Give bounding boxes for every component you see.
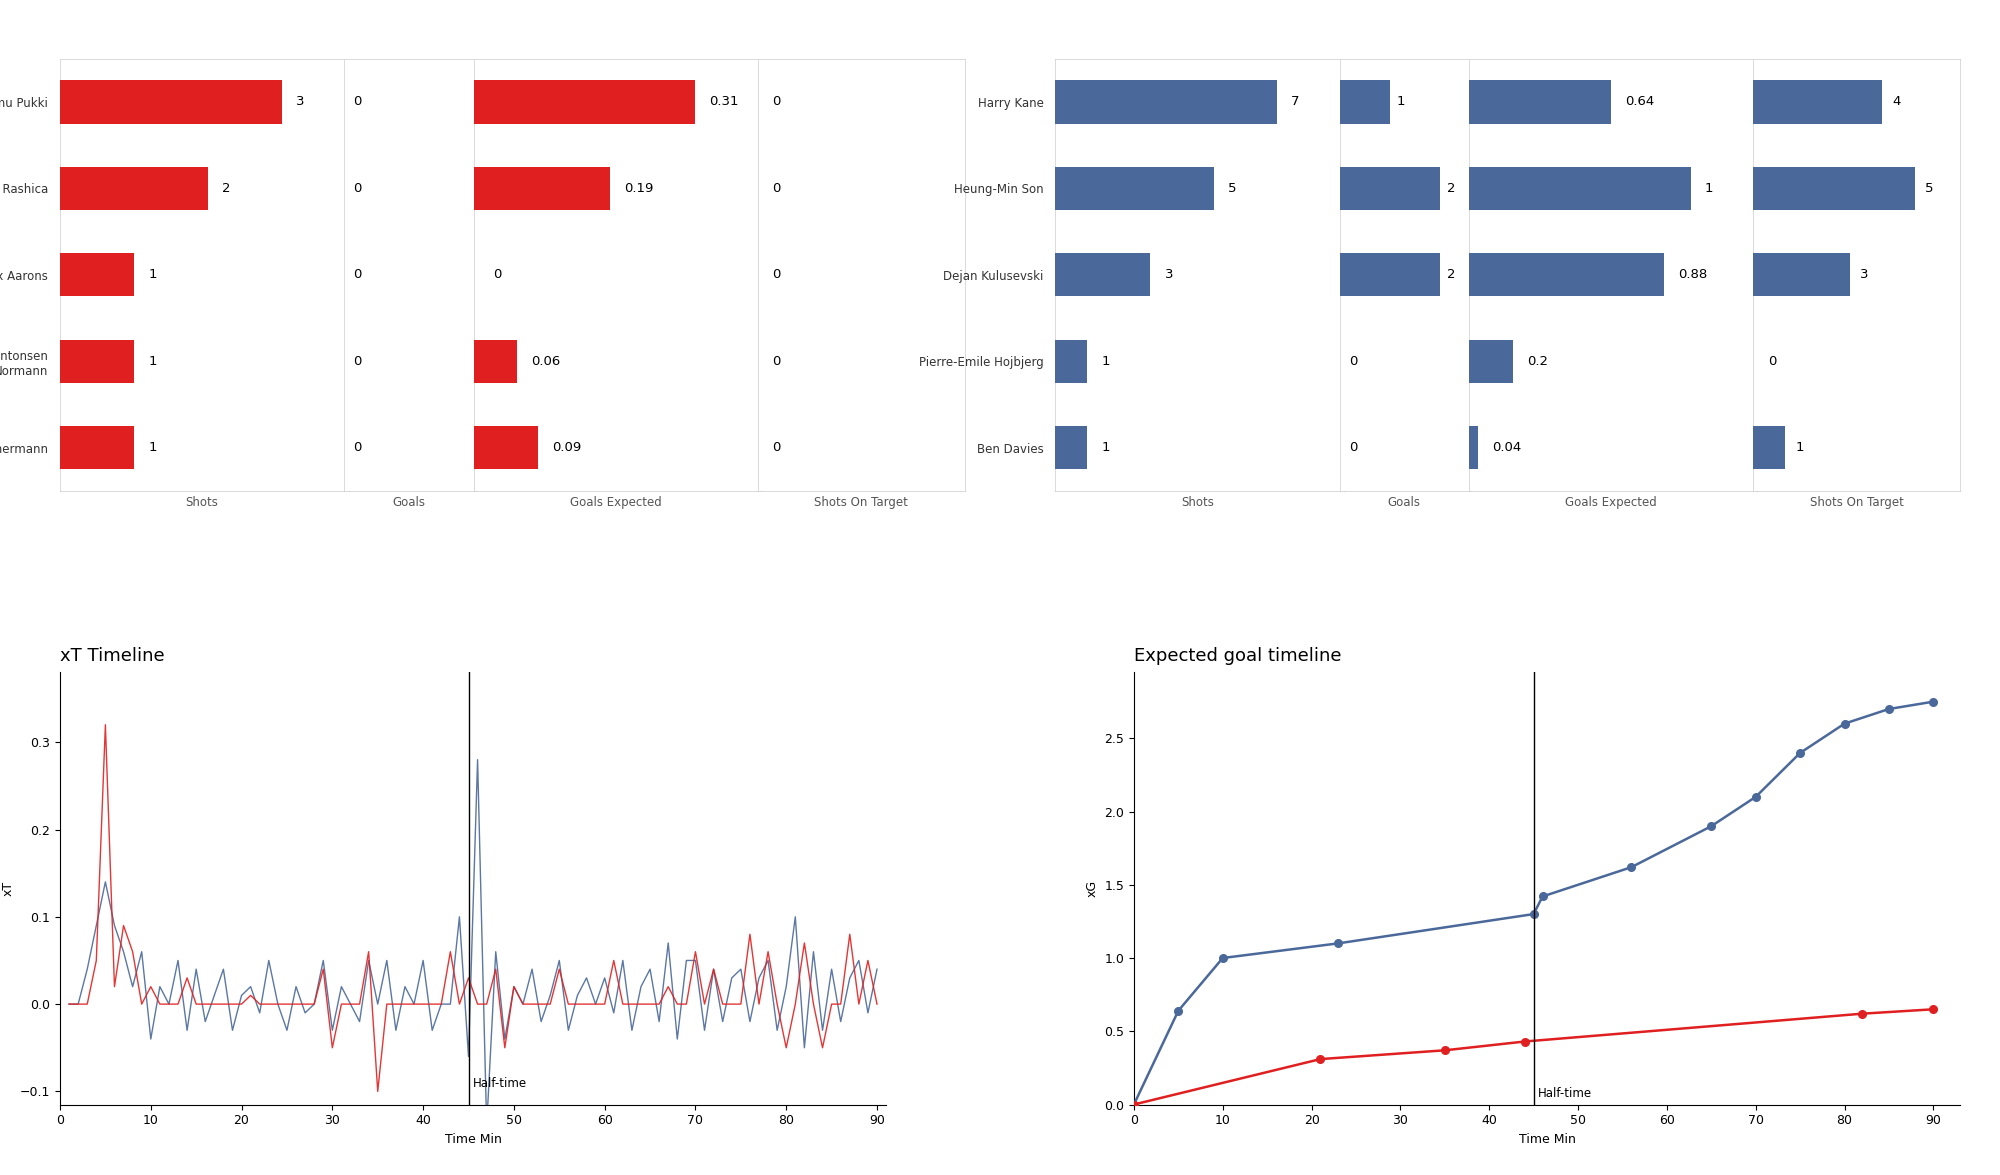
X-axis label: Goals Expected: Goals Expected	[570, 496, 662, 510]
Text: 0.2: 0.2	[1528, 355, 1548, 368]
Text: 1: 1	[1704, 182, 1714, 195]
Text: 1: 1	[1796, 441, 1804, 455]
Text: 2: 2	[1446, 268, 1456, 281]
Bar	[1056, 340, 1086, 383]
Bar	[1754, 427, 1786, 469]
Text: 1: 1	[1396, 95, 1404, 108]
X-axis label: Time Min: Time Min	[1518, 1133, 1576, 1146]
Text: 1: 1	[148, 268, 156, 281]
Bar	[1468, 427, 1478, 469]
Text: 0: 0	[354, 441, 362, 455]
Text: 0.06: 0.06	[530, 355, 560, 368]
Bar	[474, 167, 610, 210]
Bar	[1468, 253, 1664, 296]
Text: 0: 0	[494, 268, 502, 281]
Bar	[60, 340, 134, 383]
Text: Expected goal timeline: Expected goal timeline	[1134, 647, 1342, 665]
Text: 0: 0	[354, 355, 362, 368]
Bar	[1340, 253, 1440, 296]
Bar	[1754, 167, 1914, 210]
X-axis label: Shots On Target: Shots On Target	[1810, 496, 1904, 510]
Text: 1: 1	[1102, 441, 1110, 455]
Bar	[1468, 80, 1610, 123]
Text: 0: 0	[772, 268, 780, 281]
Text: xT Timeline: xT Timeline	[60, 647, 164, 665]
Text: 1: 1	[148, 355, 156, 368]
Text: 0: 0	[1768, 355, 1776, 368]
Text: 0.88: 0.88	[1678, 268, 1708, 281]
Bar	[60, 80, 282, 123]
Bar	[60, 427, 134, 469]
Text: 0: 0	[772, 182, 780, 195]
Text: 2: 2	[222, 182, 230, 195]
Text: 0.19: 0.19	[624, 182, 654, 195]
Text: 0: 0	[1348, 441, 1358, 455]
Bar	[1754, 80, 1882, 123]
Text: 4: 4	[1892, 95, 1900, 108]
Text: 3: 3	[1164, 268, 1174, 281]
Y-axis label: xT: xT	[2, 881, 14, 897]
X-axis label: Goals: Goals	[1388, 496, 1420, 510]
X-axis label: Shots: Shots	[1180, 496, 1214, 510]
Text: 0: 0	[1348, 355, 1358, 368]
Y-axis label: xG: xG	[1086, 880, 1098, 897]
Text: 0: 0	[354, 95, 362, 108]
Bar	[1056, 427, 1086, 469]
Bar	[1340, 80, 1390, 123]
X-axis label: Shots: Shots	[186, 496, 218, 510]
Bar	[1754, 253, 1850, 296]
Text: 0: 0	[354, 182, 362, 195]
X-axis label: Goals: Goals	[392, 496, 426, 510]
Text: 0.31: 0.31	[710, 95, 740, 108]
X-axis label: Shots On Target: Shots On Target	[814, 496, 908, 510]
Text: 5: 5	[1228, 182, 1236, 195]
Text: 7: 7	[1292, 95, 1300, 108]
Bar	[474, 80, 696, 123]
Bar	[1468, 167, 1690, 210]
Bar	[474, 427, 538, 469]
Text: 0: 0	[772, 441, 780, 455]
Bar	[1056, 80, 1278, 123]
Bar	[1468, 340, 1514, 383]
Text: 0: 0	[772, 355, 780, 368]
Bar	[60, 167, 208, 210]
Text: Half-time: Half-time	[1538, 1087, 1592, 1100]
Text: 1: 1	[1102, 355, 1110, 368]
Text: Half-time: Half-time	[474, 1076, 528, 1089]
Bar	[1340, 167, 1440, 210]
Bar	[60, 253, 134, 296]
Text: 0: 0	[772, 95, 780, 108]
X-axis label: Goals Expected: Goals Expected	[1566, 496, 1656, 510]
Text: 0.64: 0.64	[1626, 95, 1654, 108]
Text: 2: 2	[1446, 182, 1456, 195]
Text: 3: 3	[296, 95, 304, 108]
X-axis label: Time Min: Time Min	[444, 1133, 502, 1146]
Bar	[1056, 253, 1150, 296]
Bar	[474, 340, 516, 383]
Text: 1: 1	[148, 441, 156, 455]
Text: 0.09: 0.09	[552, 441, 582, 455]
Bar	[1056, 167, 1214, 210]
Text: 0.04: 0.04	[1492, 441, 1522, 455]
Text: 0: 0	[354, 268, 362, 281]
Text: 3: 3	[1860, 268, 1868, 281]
Text: 5: 5	[1924, 182, 1934, 195]
